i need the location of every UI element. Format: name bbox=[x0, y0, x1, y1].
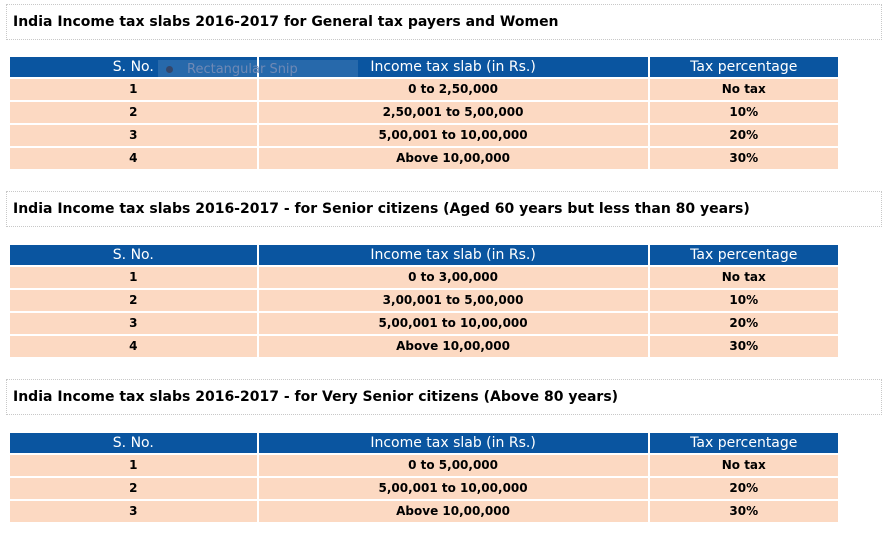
table-row: 1 0 to 2,50,000 No tax bbox=[10, 79, 838, 100]
cell-percentage: No tax bbox=[649, 455, 838, 476]
table-row: 4 Above 10,00,000 30% bbox=[10, 336, 838, 357]
cell-percentage: 30% bbox=[649, 501, 838, 522]
table-row: 1 0 to 3,00,000 No tax bbox=[10, 267, 838, 288]
cell-sno: 4 bbox=[10, 148, 257, 169]
cell-slab: Above 10,00,000 bbox=[258, 501, 648, 522]
cell-slab: 0 to 5,00,000 bbox=[258, 455, 648, 476]
cell-percentage: No tax bbox=[649, 267, 838, 288]
cell-slab: 5,00,001 to 10,00,000 bbox=[258, 125, 648, 146]
cell-percentage: 20% bbox=[649, 125, 838, 146]
column-header-percentage: Tax percentage bbox=[649, 245, 838, 265]
cell-sno: 2 bbox=[10, 102, 257, 123]
cell-sno: 1 bbox=[10, 455, 257, 476]
cell-percentage: No tax bbox=[649, 79, 838, 100]
column-header-slab: Income tax slab (in Rs.) bbox=[258, 245, 648, 265]
column-header-slab: Income tax slab (in Rs.) bbox=[258, 433, 648, 453]
table-row: 1 0 to 5,00,000 No tax bbox=[10, 455, 838, 476]
cell-sno: 3 bbox=[10, 313, 257, 334]
table-row: 2 5,00,001 to 10,00,000 20% bbox=[10, 478, 838, 499]
tax-table-senior: S. No. Income tax slab (in Rs.) Tax perc… bbox=[8, 243, 840, 359]
cell-slab: Above 10,00,000 bbox=[258, 148, 648, 169]
section-title-senior: India Income tax slabs 2016-2017 - for S… bbox=[6, 191, 882, 227]
table-row: 3 Above 10,00,000 30% bbox=[10, 501, 838, 522]
cell-slab: 5,00,001 to 10,00,000 bbox=[258, 478, 648, 499]
section-title-general: India Income tax slabs 2016-2017 for Gen… bbox=[6, 4, 882, 40]
cell-sno: 1 bbox=[10, 79, 257, 100]
cell-sno: 4 bbox=[10, 336, 257, 357]
cell-percentage: 20% bbox=[649, 313, 838, 334]
column-header-sno: S. No. bbox=[10, 245, 257, 265]
cell-sno: 3 bbox=[10, 125, 257, 146]
cell-percentage: 30% bbox=[649, 148, 838, 169]
cell-sno: 2 bbox=[10, 290, 257, 311]
table-header-row: S. No. Income tax slab (in Rs.) Tax perc… bbox=[10, 433, 838, 453]
cell-percentage: 10% bbox=[649, 102, 838, 123]
table-row: 2 3,00,001 to 5,00,000 10% bbox=[10, 290, 838, 311]
column-header-percentage: Tax percentage bbox=[649, 57, 838, 77]
table-row: 2 2,50,001 to 5,00,000 10% bbox=[10, 102, 838, 123]
cell-sno: 1 bbox=[10, 267, 257, 288]
cell-percentage: 20% bbox=[649, 478, 838, 499]
cell-slab: 2,50,001 to 5,00,000 bbox=[258, 102, 648, 123]
cell-slab: 3,00,001 to 5,00,000 bbox=[258, 290, 648, 311]
table-row: 3 5,00,001 to 10,00,000 20% bbox=[10, 313, 838, 334]
column-header-percentage: Tax percentage bbox=[649, 433, 838, 453]
column-header-sno: S. No. bbox=[10, 57, 257, 77]
column-header-sno: S. No. bbox=[10, 433, 257, 453]
cell-slab: 5,00,001 to 10,00,000 bbox=[258, 313, 648, 334]
section-title-very-senior: India Income tax slabs 2016-2017 - for V… bbox=[6, 379, 882, 415]
tax-table-general: S. No. Income tax slab (in Rs.) Tax perc… bbox=[8, 55, 840, 171]
cell-sno: 3 bbox=[10, 501, 257, 522]
table-header-row: S. No. Income tax slab (in Rs.) Tax perc… bbox=[10, 245, 838, 265]
cell-percentage: 30% bbox=[649, 336, 838, 357]
table-header-row: S. No. Income tax slab (in Rs.) Tax perc… bbox=[10, 57, 838, 77]
cell-slab: 0 to 3,00,000 bbox=[258, 267, 648, 288]
tax-table-very-senior: S. No. Income tax slab (in Rs.) Tax perc… bbox=[8, 431, 840, 524]
cell-slab: 0 to 2,50,000 bbox=[258, 79, 648, 100]
table-row: 3 5,00,001 to 10,00,000 20% bbox=[10, 125, 838, 146]
cell-slab: Above 10,00,000 bbox=[258, 336, 648, 357]
column-header-slab: Income tax slab (in Rs.) bbox=[258, 57, 648, 77]
cell-sno: 2 bbox=[10, 478, 257, 499]
cell-percentage: 10% bbox=[649, 290, 838, 311]
table-row: 4 Above 10,00,000 30% bbox=[10, 148, 838, 169]
